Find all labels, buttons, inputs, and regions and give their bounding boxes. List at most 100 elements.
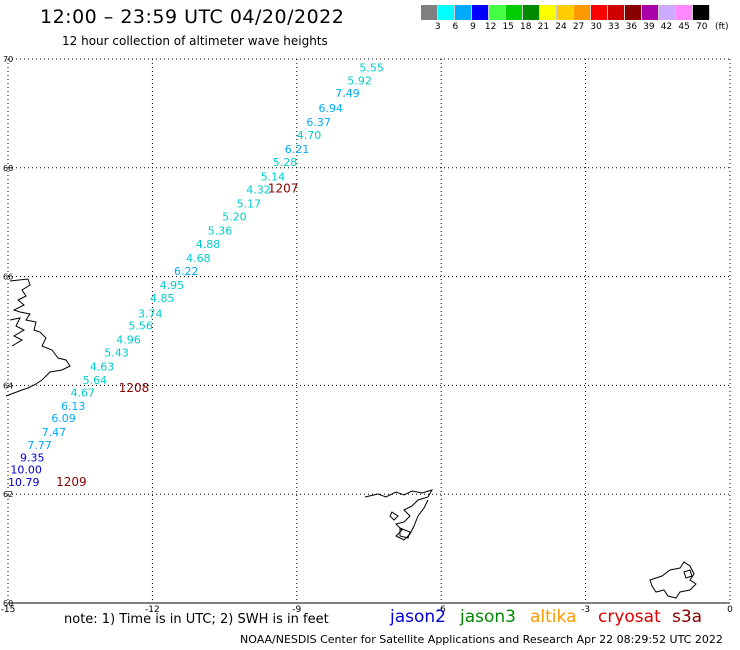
faroe-small bbox=[389, 511, 399, 521]
time-label: 1207 bbox=[268, 181, 299, 195]
wave-height-reading: 6.94 bbox=[318, 102, 343, 115]
legend-label: 70 bbox=[695, 22, 708, 32]
axis-tick-labels: -15 -12 -9 -6 -3 0 70 68 66 64 62 60 bbox=[1, 55, 733, 615]
legend-swatch bbox=[693, 5, 710, 20]
wave-height-reading: 10.79 bbox=[8, 476, 40, 489]
satellite-jason2: jason2 bbox=[390, 607, 446, 627]
page-subtitle: 12 hour collection of altimeter wave hei… bbox=[62, 34, 328, 48]
time-label: 1208 bbox=[119, 381, 150, 395]
legend-unit: (ft) bbox=[715, 22, 729, 32]
legend-label: 39 bbox=[643, 22, 655, 32]
wave-height-reading: 4.88 bbox=[196, 238, 221, 251]
wave-height-reading: 5.56 bbox=[128, 319, 153, 332]
satellite-altika: altika bbox=[530, 607, 577, 627]
legend-label: 42 bbox=[660, 22, 673, 32]
lat-tick-label: 68 bbox=[3, 164, 13, 173]
legend-label: 6 bbox=[452, 22, 459, 32]
satellite-s3a: s3a bbox=[672, 607, 703, 627]
wave-height-reading: 5.36 bbox=[208, 225, 233, 238]
legend-swatch bbox=[540, 5, 557, 20]
wave-height-reading: 3.74 bbox=[138, 307, 163, 320]
legend-swatch bbox=[557, 5, 574, 20]
wave-height-reading: 5.14 bbox=[261, 170, 286, 183]
lat-tick-label: 64 bbox=[3, 381, 13, 390]
legend-label: 36 bbox=[625, 22, 638, 32]
time-stamps: 1207 1208 1209 bbox=[56, 181, 298, 489]
legend-swatch bbox=[455, 5, 472, 20]
legend-label: 3 bbox=[434, 22, 441, 32]
legend-label: 12 bbox=[484, 22, 497, 32]
lon-tick-label: -3 bbox=[581, 605, 590, 615]
wave-height-reading: 5.17 bbox=[237, 198, 262, 211]
iceland-coast bbox=[5, 278, 71, 397]
lon-tick-label: -9 bbox=[292, 605, 301, 615]
wave-height-reading: 5.43 bbox=[104, 347, 128, 360]
shetland-small bbox=[683, 569, 693, 579]
legend-swatch bbox=[608, 5, 625, 20]
legend-swatch bbox=[523, 5, 540, 20]
legend-swatch bbox=[506, 5, 523, 20]
wave-height-reading: 4.32 bbox=[246, 183, 271, 196]
faroe-south bbox=[399, 527, 411, 539]
wave-height-reading: 6.13 bbox=[61, 400, 86, 413]
lat-tick-label: 62 bbox=[3, 490, 13, 499]
wave-height-reading: 4.95 bbox=[160, 279, 185, 292]
wave-height-reading: 4.63 bbox=[90, 361, 115, 374]
legend-swatch bbox=[574, 5, 591, 20]
satellite-jason3: jason3 bbox=[460, 607, 516, 627]
legend-label: 27 bbox=[572, 22, 585, 32]
legend-swatch bbox=[472, 5, 489, 20]
legend-label: 18 bbox=[520, 22, 532, 32]
wave-height-reading: 6.09 bbox=[51, 412, 76, 425]
wave-height-reading: 4.96 bbox=[116, 334, 141, 347]
legend-label: 30 bbox=[590, 22, 602, 32]
color-scale-labels: 3 6 9 12 15 18 21 24 27 30 33 36 39 42 45 70 bbox=[421, 22, 711, 32]
satellite-cryosat: cryosat bbox=[598, 607, 661, 627]
legend-swatch bbox=[659, 5, 676, 20]
lat-tick-label: 70 bbox=[3, 55, 13, 64]
wave-height-reading: 5.28 bbox=[273, 156, 298, 169]
wave-height-readings: 5.555.927.49 6.946.374.706.215.285.144.32… bbox=[8, 62, 384, 490]
wave-height-reading: 4.85 bbox=[150, 292, 175, 305]
lat-tick-label: 66 bbox=[3, 273, 13, 282]
legend-label: 15 bbox=[502, 22, 514, 32]
wave-height-reading: 4.68 bbox=[186, 252, 211, 265]
color-scale-legend bbox=[421, 5, 710, 20]
legend-label: 9 bbox=[470, 22, 476, 32]
legend-swatch bbox=[591, 5, 608, 20]
legend-swatch bbox=[489, 5, 506, 20]
legend-swatch bbox=[421, 5, 438, 20]
wave-height-reading: 10.00 bbox=[10, 464, 42, 477]
legend-label: 21 bbox=[537, 22, 550, 32]
legend-swatch bbox=[438, 5, 455, 20]
wave-height-reading: 7.49 bbox=[335, 87, 360, 100]
lon-tick-label: -6 bbox=[437, 605, 446, 615]
wave-height-reading: 7.77 bbox=[27, 439, 52, 452]
wave-height-reading: 5.20 bbox=[222, 211, 247, 224]
shetland-islands bbox=[649, 561, 697, 599]
lon-tick-label: -15 bbox=[1, 605, 16, 615]
wave-height-reading: 4.70 bbox=[297, 129, 322, 142]
wave-height-reading: 6.22 bbox=[174, 265, 199, 278]
time-label: 1209 bbox=[56, 475, 87, 489]
legend-label: 24 bbox=[555, 22, 567, 32]
wave-height-reading: 5.55 bbox=[359, 62, 384, 75]
legend-swatch bbox=[625, 5, 642, 20]
legend-swatch bbox=[642, 5, 659, 20]
iceland-fjord bbox=[9, 317, 26, 347]
wave-height-reading: 5.92 bbox=[347, 75, 372, 88]
wave-height-reading: 7.47 bbox=[42, 426, 66, 439]
wave-height-reading: 6.37 bbox=[306, 116, 331, 129]
lat-tick-label: 60 bbox=[3, 599, 13, 608]
lon-tick-label: 0 bbox=[727, 605, 733, 615]
page-title: 12:00 – 23:59 UTC 04/20/2022 bbox=[40, 6, 345, 28]
legend-label: 33 bbox=[608, 22, 620, 32]
wave-height-reading: 4.67 bbox=[71, 386, 96, 399]
footnote: note: 1) Time is in UTC; 2) SWH is in fe… bbox=[64, 612, 329, 627]
wave-height-reading: 9.35 bbox=[20, 452, 45, 465]
legend-label: 45 bbox=[678, 22, 690, 32]
wave-height-reading: 6.21 bbox=[285, 143, 310, 156]
credit-line: NOAA/NESDIS Center for Satellite Applica… bbox=[240, 633, 723, 646]
lat-lon-grid bbox=[7, 58, 731, 604]
